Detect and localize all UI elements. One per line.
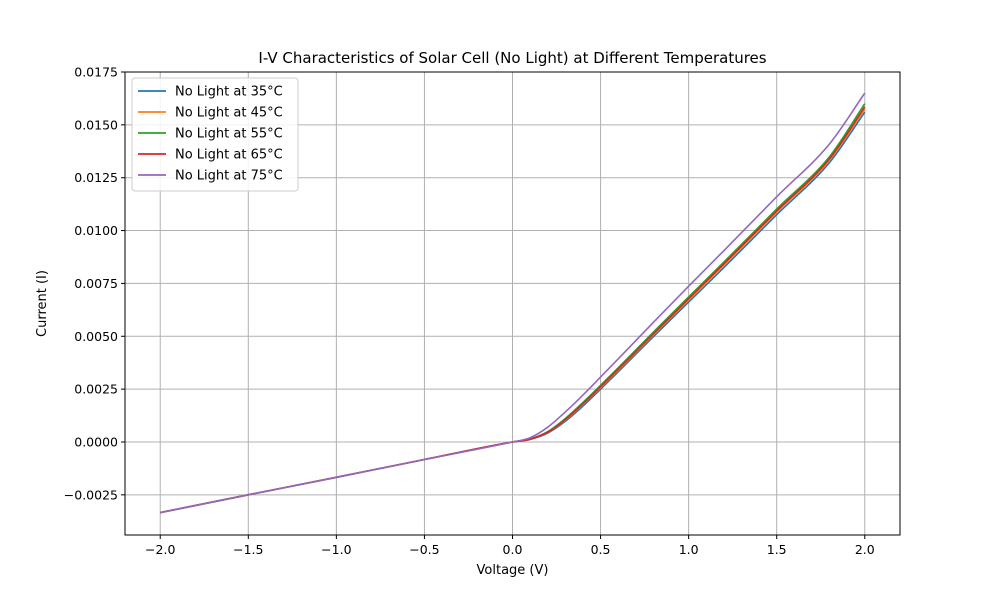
y-axis-ticks: −0.0025 0.0000 0.0025 0.0050 0.0075 0.0100 0.0… (64, 65, 125, 502)
x-tick-label: 2.0 (855, 542, 875, 557)
x-tick-label: 0.0 (503, 542, 523, 557)
y-tick-label: 0.0175 (74, 65, 118, 80)
x-tick-label: −1.0 (321, 542, 351, 557)
y-tick-label: 0.0125 (74, 170, 118, 185)
legend: No Light at 35°C No Light at 45°C No Light… (131, 77, 299, 192)
y-tick-label: −0.0025 (64, 487, 118, 502)
x-tick-label: −0.5 (409, 542, 439, 557)
x-tick-label: 0.5 (591, 542, 611, 557)
y-tick-label: 0.0100 (74, 223, 118, 238)
chart-title: I-V Characteristics of Solar Cell (No Li… (258, 49, 766, 67)
legend-label-1: No Light at 35°C (175, 85, 283, 100)
plot-frame (124, 71, 901, 536)
series-lines (160, 92, 866, 514)
x-tick-label: 1.0 (679, 542, 699, 557)
legend-label-5: No Light at 75°C (175, 169, 283, 184)
x-tick-label: −1.5 (233, 542, 263, 557)
x-axis-label: Voltage (V) (477, 563, 549, 578)
y-tick-label: 0.0150 (74, 117, 118, 132)
x-tick-label: 1.5 (767, 542, 787, 557)
y-tick-label: 0.0050 (74, 329, 118, 344)
legend-label-4: No Light at 65°C (175, 148, 283, 163)
legend-box (131, 77, 299, 192)
series-line-5 (160, 92, 866, 514)
legend-label-2: No Light at 45°C (175, 106, 283, 121)
y-tick-label: 0.0025 (74, 382, 118, 397)
legend-label-3: No Light at 55°C (175, 127, 283, 142)
y-axis-label: Current (I) (35, 270, 50, 337)
x-tick-label: −2.0 (145, 542, 175, 557)
y-tick-label: 0.0075 (74, 276, 118, 291)
x-axis-ticks: −2.0 −1.5 −1.0 −0.5 0.0 0.5 1.0 1.5 2.0 (145, 535, 875, 557)
y-tick-label: 0.0000 (74, 434, 118, 449)
